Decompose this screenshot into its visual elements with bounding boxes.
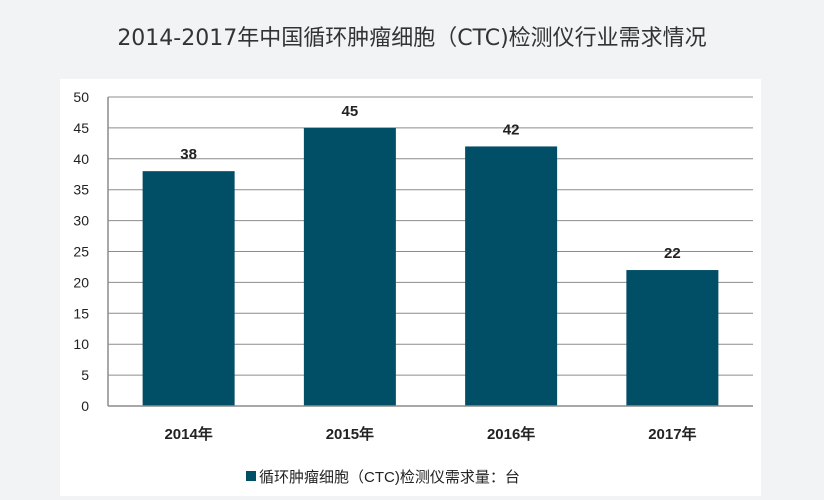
legend: 循环肿瘤细胞（CTC)检测仪需求量：台 (246, 469, 520, 486)
y-tick-label: 35 (73, 182, 89, 198)
x-category-label: 2016年 (487, 425, 535, 443)
y-tick-label: 25 (73, 244, 89, 260)
x-category-label: 2017年 (648, 425, 696, 443)
data-label: 22 (664, 245, 681, 262)
y-tick-label: 5 (81, 367, 89, 383)
bar-chart: 0 5 10 15 20 25 30 35 40 45 50 38 45 42 22 2014年 2015年… (73, 89, 753, 486)
y-axis-tick-labels: 0 5 10 15 20 25 30 35 40 45 50 (73, 89, 89, 414)
bar (626, 270, 719, 406)
y-tick-label: 0 (81, 398, 89, 414)
y-tick-label: 45 (73, 120, 89, 136)
y-tick-label: 15 (73, 305, 89, 321)
axes (107, 97, 753, 407)
data-labels: 38 45 42 22 (180, 103, 680, 262)
y-tick-label: 20 (73, 274, 89, 290)
page-title: 2014-2017年中国循环肿瘤细胞（CTC)检测仪行业需求情况 (117, 26, 707, 51)
x-axis-category-labels: 2014年 2015年 2016年 2017年 (164, 425, 696, 443)
bar (465, 146, 558, 406)
bars (142, 127, 719, 407)
x-category-label: 2015年 (326, 425, 374, 443)
x-category-label: 2014年 (164, 425, 212, 443)
y-tick-label: 40 (73, 151, 89, 167)
legend-swatch (246, 471, 256, 481)
chart-panel: 0 5 10 15 20 25 30 35 40 45 50 38 45 42 22 2014年 2015年… (60, 79, 761, 496)
data-label: 38 (180, 146, 197, 163)
y-tick-label: 50 (73, 89, 89, 105)
y-tick-label: 30 (73, 213, 89, 229)
data-label: 45 (342, 103, 359, 120)
data-label: 42 (503, 121, 520, 138)
bar (142, 171, 235, 406)
legend-label: 循环肿瘤细胞（CTC)检测仪需求量：台 (259, 469, 520, 486)
bar (303, 127, 396, 407)
y-tick-label: 10 (73, 336, 89, 352)
